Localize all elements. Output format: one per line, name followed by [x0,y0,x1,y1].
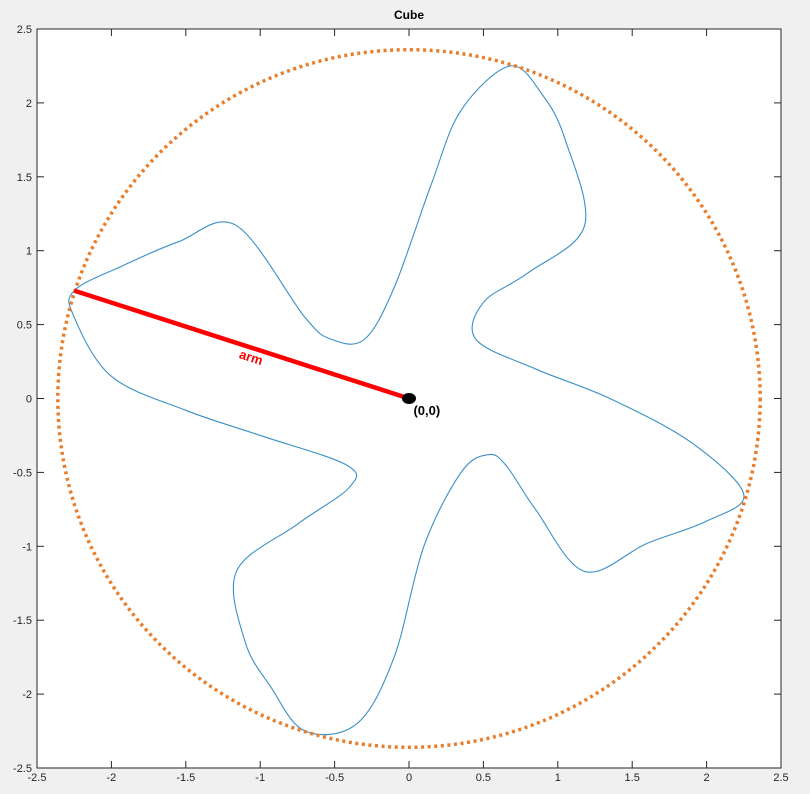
y-tick-label: 1.5 [17,172,32,184]
y-axis-ticks: -2.5 -2 -1.5 -1 -0.5 0 0.5 1 1.5 2 2.5 [13,24,781,775]
origin-label: (0,0) [413,403,440,418]
arm-line [73,288,410,401]
y-tick-label: 2.5 [17,24,32,36]
x-tick-label: 0.5 [476,772,491,784]
annotations: arm (0,0) [238,346,441,417]
x-tick-label: 1 [555,772,561,784]
shape-curve [68,65,745,736]
origin-marker [402,393,416,404]
x-tick-label: -1 [255,772,265,784]
x-tick-label: 2 [704,772,710,784]
bounding-circle [56,47,762,750]
y-tick-label: 1 [26,246,32,258]
chart-title: Cube [394,8,424,22]
y-tick-label: 2 [26,98,32,110]
x-tick-label: -1.5 [176,772,195,784]
x-tick-label: 1.5 [625,772,640,784]
x-tick-label: -2 [107,772,117,784]
y-tick-label: -2 [22,689,32,701]
x-tick-label: -2.5 [28,772,47,784]
y-tick-label: -0.5 [13,467,32,479]
y-tick-label: 0.5 [17,320,32,332]
y-tick-label: -1.5 [13,615,32,627]
axes-box [36,28,782,769]
x-tick-label: 2.5 [773,772,788,784]
y-tick-label: -2.5 [13,763,32,775]
x-axis-ticks: -2.5 -2 -1.5 -1 -0.5 0 0.5 1 1.5 2 2.5 [28,29,789,784]
y-tick-label: -1 [22,541,32,553]
y-tick-label: 0 [26,394,32,406]
x-tick-label: 0 [406,772,412,784]
x-tick-label: -0.5 [325,772,344,784]
plot-area [56,47,762,750]
arm-label: arm [238,346,265,368]
